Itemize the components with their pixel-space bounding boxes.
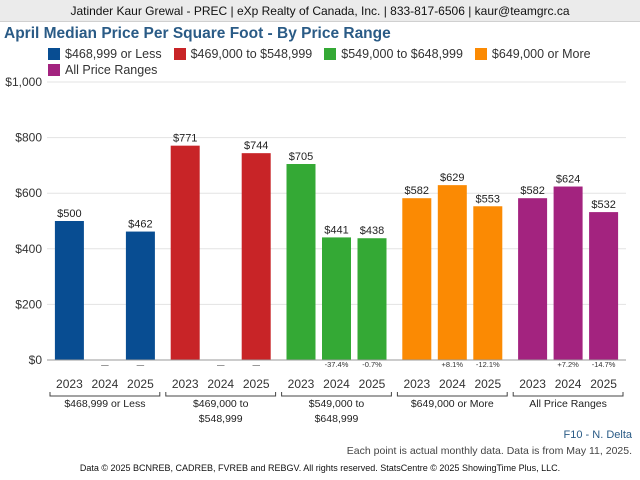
x-year-label: 2023 xyxy=(519,377,546,391)
bar-value-label: $582 xyxy=(405,185,429,197)
y-tick-label: $600 xyxy=(15,186,42,200)
x-year-label: 2024 xyxy=(439,377,466,391)
group-bracket xyxy=(512,392,624,397)
group-label: $649,000 or More xyxy=(411,398,494,410)
chart-legend: $468,999 or Less $469,000 to $548,999 $549… xyxy=(48,46,608,79)
group-label: $648,999 xyxy=(315,413,359,425)
region-label: F10 - N. Delta xyxy=(563,429,632,441)
x-year-label: 2025 xyxy=(474,377,501,391)
group-label: $548,999 xyxy=(199,413,243,425)
legend-label: $469,000 to $548,999 xyxy=(190,46,313,61)
x-year-label: 2025 xyxy=(359,377,386,391)
percent-change-label: -0.7% xyxy=(362,360,382,369)
percent-change-label: -12.1% xyxy=(476,360,500,369)
group-bracket xyxy=(281,392,392,397)
percent-change-label: — xyxy=(137,360,145,369)
bar-value-label: $744 xyxy=(244,140,268,152)
bar xyxy=(322,237,351,360)
group-bracket xyxy=(165,392,277,397)
x-year-label: 2023 xyxy=(288,377,315,391)
bar xyxy=(125,231,155,360)
contact-header: Jatinder Kaur Grewal - PREC | eXp Realty… xyxy=(0,0,640,22)
bar-value-label: $553 xyxy=(476,193,500,205)
bar-value-label: $629 xyxy=(440,172,464,184)
legend-swatch xyxy=(48,64,60,76)
bar-value-label: $500 xyxy=(57,208,81,220)
bar xyxy=(286,164,316,360)
legend-swatch xyxy=(324,47,337,60)
legend-label: $549,000 to $648,999 xyxy=(341,46,463,61)
legend-swatch xyxy=(48,47,60,60)
y-tick-label: $0 xyxy=(29,353,43,367)
legend-item[interactable]: $469,000 to $548,999 xyxy=(173,46,313,61)
bar xyxy=(402,198,432,360)
x-year-label: 2024 xyxy=(555,377,582,391)
percent-change-label: — xyxy=(101,360,109,369)
y-tick-label: $200 xyxy=(15,297,42,311)
bar xyxy=(553,186,583,360)
group-label: $469,000 to xyxy=(193,398,249,410)
copyright-text: Data © 2025 BCNREB, CADREB, FVREB and RE… xyxy=(79,463,561,473)
bar-value-label: $462 xyxy=(128,219,152,231)
bar xyxy=(473,206,503,360)
x-year-label: 2023 xyxy=(56,377,83,391)
bar-value-label: $705 xyxy=(289,151,313,163)
group-label: $549,000 to xyxy=(309,398,365,410)
group-label: All Price Ranges xyxy=(529,398,607,410)
legend-item[interactable]: All Price Ranges xyxy=(48,63,157,78)
y-tick-label: $800 xyxy=(15,131,42,145)
legend-item[interactable]: $549,000 to $648,999 xyxy=(324,46,463,61)
bar xyxy=(54,221,84,360)
bar-value-label: $771 xyxy=(173,133,197,145)
x-year-label: 2023 xyxy=(403,377,430,391)
percent-change-label: -37.4% xyxy=(325,360,349,369)
legend-item[interactable]: $468,999 or Less xyxy=(48,46,162,61)
bar xyxy=(589,212,619,360)
x-year-label: 2024 xyxy=(207,377,234,391)
legend-label: All Price Ranges xyxy=(65,63,158,77)
bar-value-label: $532 xyxy=(591,199,615,211)
y-tick-label: $1,000 xyxy=(5,75,42,89)
y-tick-label: $400 xyxy=(15,242,42,256)
legend-swatch xyxy=(173,47,186,60)
x-year-label: 2025 xyxy=(243,377,270,391)
chart-title: April Median Price Per Square Foot - By … xyxy=(4,25,391,42)
group-bracket xyxy=(396,392,508,397)
legend-label: $649,000 or More xyxy=(491,46,591,61)
bar-value-label: $441 xyxy=(324,224,348,236)
bar-value-label: $438 xyxy=(360,225,384,237)
percent-change-label: — xyxy=(217,360,225,369)
bar xyxy=(357,238,387,360)
percent-change-label: -14.7% xyxy=(592,360,616,369)
legend-label: $468,999 or Less xyxy=(65,46,162,61)
bar xyxy=(241,153,271,360)
x-year-label: 2023 xyxy=(172,377,199,391)
bar xyxy=(518,198,548,360)
percent-change-label: +8.1% xyxy=(442,360,464,369)
x-year-label: 2024 xyxy=(92,377,119,391)
group-label: $468,999 or Less xyxy=(64,398,145,410)
legend-item[interactable]: $649,000 or More xyxy=(474,46,591,61)
legend-swatch xyxy=(474,47,487,60)
data-note: Each point is actual monthly data. Data … xyxy=(346,445,632,457)
x-year-label: 2024 xyxy=(323,377,350,391)
x-year-label: 2025 xyxy=(127,377,154,391)
bar xyxy=(170,145,200,360)
bar-value-label: $582 xyxy=(520,185,544,197)
percent-change-label: +7.2% xyxy=(557,360,579,369)
x-year-label: 2025 xyxy=(590,377,617,391)
percent-change-label: — xyxy=(252,360,260,369)
bar xyxy=(437,185,467,360)
bar-value-label: $624 xyxy=(556,174,580,186)
group-bracket xyxy=(49,392,161,397)
